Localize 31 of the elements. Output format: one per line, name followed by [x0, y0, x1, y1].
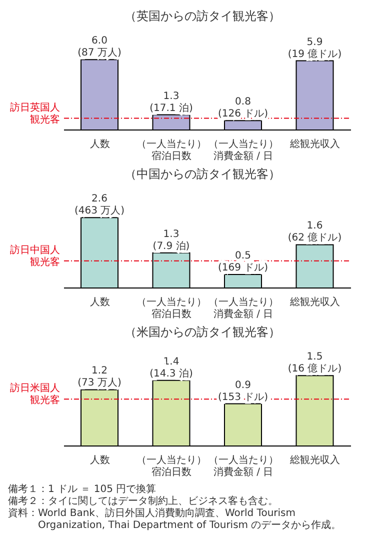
- data-label: 5.9 (19 億ドル): [288, 36, 342, 60]
- x-tick-label: 人数: [90, 455, 110, 466]
- data-label: 1.6 (62 億ドル): [288, 220, 342, 244]
- x-tick-label: （一人当たり）宿泊日数: [136, 296, 207, 320]
- text: 備考２：タイに関してはデータ制約上、ビジネス客も含む。: [8, 496, 279, 508]
- data-label: 6.0 (87 万人): [78, 36, 122, 59]
- x-tick-label: 人数: [90, 139, 110, 150]
- x-tick-label: （一人当たり）消費金額 / 日: [208, 296, 278, 320]
- x-tick-label: （一人当たり）宿泊日数: [136, 138, 207, 162]
- chart-title: （英国からの訪タイ観光客）: [124, 8, 282, 24]
- data-label: 1.3 (17.1 泊): [150, 90, 193, 114]
- chart-title: （米国からの訪タイ観光客）: [124, 324, 282, 340]
- text: 備考１：1 ドル ＝ 105 円で換算: [8, 484, 158, 496]
- text: 資料：World Bank、訪日外国人消費動向調査、World Tourism Organization, Thai Department of Tourism のデータから作成。: [8, 508, 342, 532]
- data-label: 1.5 (16 億ドル): [288, 352, 342, 375]
- chart-title: （中国からの訪タイ観光客）: [124, 166, 282, 182]
- ref-line-label: 訪日中国人観光客: [10, 244, 60, 268]
- data-label: 0.5 (169 ドル): [218, 250, 268, 274]
- ref-line-label: 訪日米国人観光客: [10, 382, 60, 406]
- x-tick-label: （一人当たり）宿泊日数: [136, 454, 207, 478]
- x-tick-label: 総観光収入: [289, 296, 340, 308]
- x-tick-label: （一人当たり）消費金額 / 日: [208, 454, 278, 478]
- data-label: 1.3 (7.9 泊): [152, 228, 190, 252]
- data-label: 2.6 (463 万人): [74, 194, 125, 217]
- x-tick-label: 総観光収入: [289, 138, 340, 150]
- data-label: 1.2 (73 万人): [78, 366, 122, 389]
- x-tick-label: 人数: [90, 297, 110, 308]
- ref-line-label: 訪日英国人観光客: [10, 101, 60, 126]
- x-tick-label: （一人当たり）消費金額 / 日: [208, 138, 278, 162]
- x-tick-label: 総観光収入: [289, 454, 340, 466]
- data-label: 0.8 (126 ドル): [218, 96, 268, 120]
